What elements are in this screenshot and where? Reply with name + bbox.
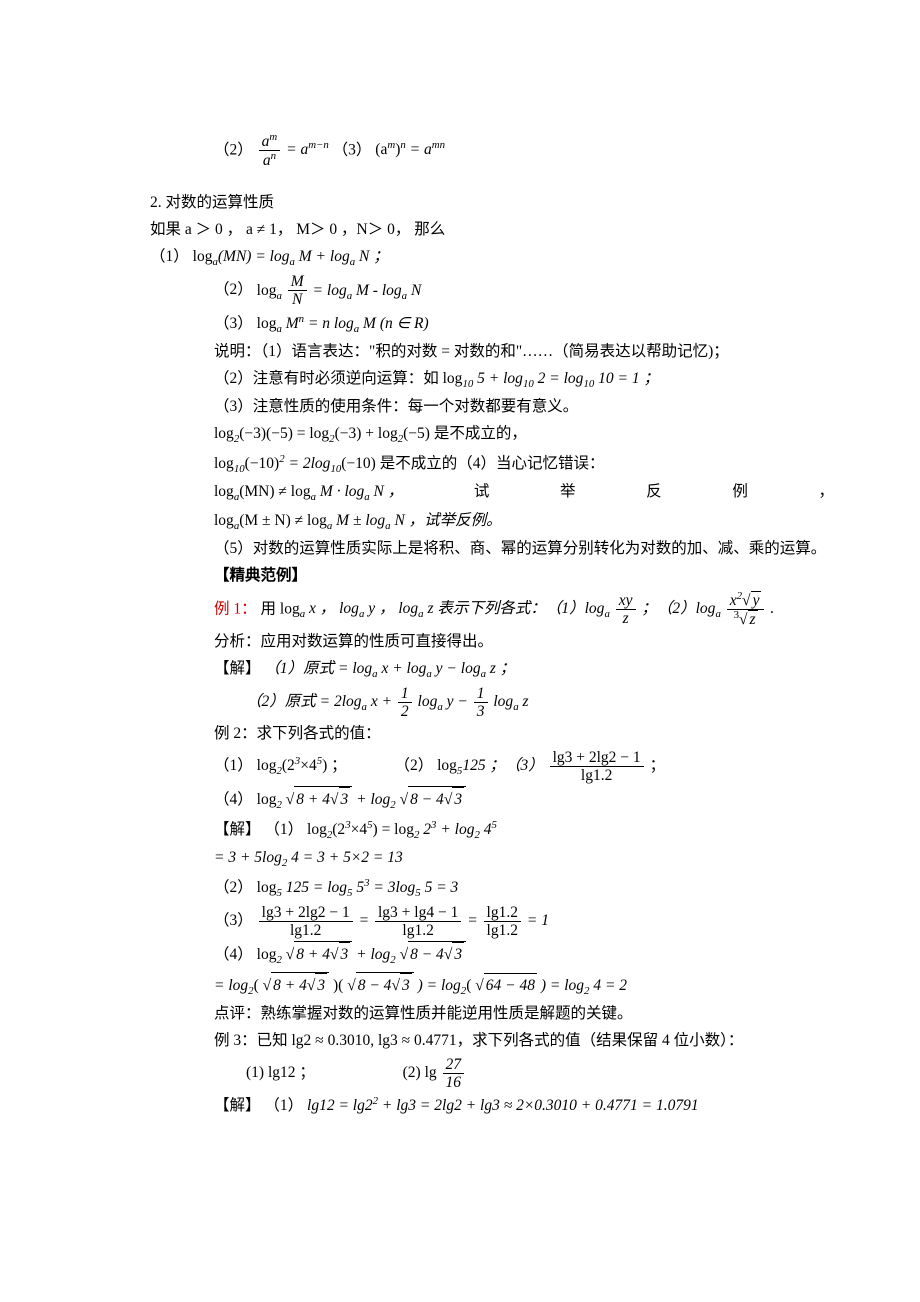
example-2-list-4: （4） log2 √8 + 4√3 + log2 √8 − 4√3: [150, 786, 770, 814]
example-2-sol-1a: 【解】 （1） log2(23×45) = log2 23 + log2 45: [150, 817, 770, 845]
example-3-sol: 【解】 （1） lg12 = lg22 + lg3 = 2lg2 + lg3 ≈…: [150, 1093, 770, 1119]
example-2-sol-3: （3） lg3 + 2lg2 − 1lg1.2 = lg3 + lg4 − 1l…: [150, 904, 770, 939]
example-1-analysis: 分析：应用对数运算的性质可直接得出。: [150, 630, 770, 655]
examples-heading: 【精典范例】: [150, 564, 770, 589]
comment: 点评：熟练掌握对数的运算性质并能逆用性质是解题的关键。: [150, 1002, 770, 1027]
formula-exponent: （2） am an = am−n （3） (am)n = amn: [150, 132, 770, 169]
example-2-head: 例 2：求下列各式的值：: [150, 722, 770, 747]
page: （2） am an = am−n （3） (am)n = amn 2. 对数的运…: [0, 0, 920, 1302]
example-2-sol-1b: = 3 + 5log2 4 = 3 + 5×2 = 13: [150, 846, 770, 872]
property-2: （2） loga MN = loga M - loga N: [150, 273, 770, 308]
note-2: （2）注意有时必须逆向运算：如 log10 5 + log10 2 = log1…: [150, 367, 770, 393]
section-2-title: 2. 对数的运算性质: [150, 191, 770, 216]
property-3: （3） loga Mn = n loga M (n ∈ R): [150, 311, 770, 339]
condition-line: 如果 a ＞ 0 ， a ≠ 1， M＞ 0 ，N＞ 0， 那么: [150, 218, 770, 243]
note-4b: loga(M ± N) ≠ loga M ± loga N ，试举反例。: [150, 509, 770, 535]
property-1: （1） loga(MN) = loga M + loga N ；: [150, 245, 770, 271]
note-1: 说明：（1）语言表达："积的对数 = 对数的和"……（简易表达以帮助记忆)；: [150, 340, 770, 365]
note-3b: log2(−3)(−5) = log2(−3) + log2(−5) 是不成立的…: [150, 422, 770, 448]
example-2-sol-4a: （4） log2 √8 + 4√3 + log2 √8 − 4√3: [150, 941, 770, 969]
note-5: （5）对数的运算性质实际上是将积、商、幂的运算分别转化为对数的加、减、乘的运算。: [150, 537, 770, 562]
example-2-sol-4b: = log2( √8 + 4√3 )( √8 − 4√3 ) = log2( √…: [150, 972, 770, 1000]
example-2-list-1: （1） log2(23×45) ； （2） log5125 ；（3） lg3 +…: [150, 749, 770, 784]
example-1-sol-2: （2）原式 = 2loga x + 12 loga y − 13 loga z: [150, 685, 770, 720]
note-4a: loga(MN) ≠ loga M · loga N ， 试 举 反 例 ，: [150, 480, 834, 506]
example-3-head: 例 3：已知 lg2 ≈ 0.3010, lg3 ≈ 0.4771，求下列各式的…: [150, 1029, 770, 1054]
example-1: 例 1： 用 loga x ， loga y ， loga z 表示下列各式：（…: [150, 591, 770, 628]
note-3c: log10(−10)2 = 2log10(−10) 是不成立的（4）当心记忆错误…: [150, 451, 770, 479]
note-3: （3）注意性质的使用条件：每一个对数都要有意义。: [150, 395, 770, 420]
example-1-sol-1: 【解】 （1）原式 = loga x + loga y − loga z ；: [150, 657, 770, 683]
example-3-parts: (1) lg12 ； (2) lg 2716: [150, 1056, 770, 1091]
example-2-sol-2: （2） log5 125 = log5 53 = 3log5 5 = 3: [150, 875, 770, 903]
